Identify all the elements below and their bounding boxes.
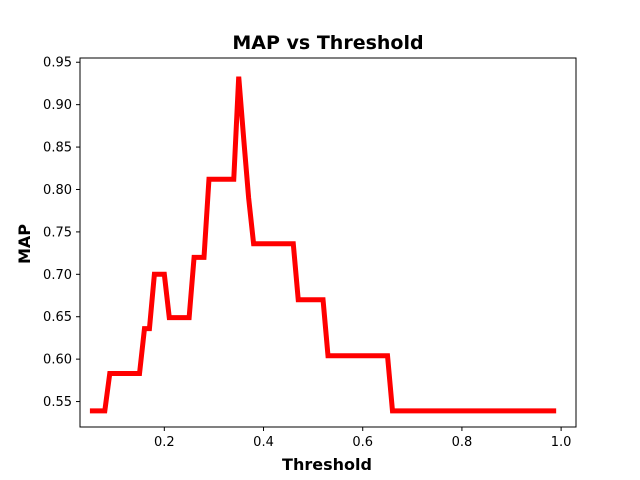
y-tick-label: 0.80 <box>43 183 72 198</box>
y-tick-label: 0.90 <box>43 98 72 113</box>
plot-layer: 0.2 0.4 0.6 0.8 1.0 0.55 0.60 0.65 0.70 0.75 0.80 0… <box>43 56 577 450</box>
y-tick-label: 0.75 <box>43 225 72 240</box>
x-tick-label: 0.4 <box>253 435 274 450</box>
x-tick-label: 0.8 <box>452 435 473 450</box>
y-tick-label: 0.65 <box>43 310 72 325</box>
x-tick-label: 0.2 <box>154 435 175 450</box>
y-axis-label: MAP <box>15 224 34 264</box>
plot-frame <box>79 57 577 428</box>
y-tick-label: 0.70 <box>43 268 72 283</box>
series-line-0 <box>89 76 557 414</box>
x-tick-label: 1.0 <box>551 435 572 450</box>
y-tick-label: 0.55 <box>43 395 72 410</box>
y-tick-label: 0.85 <box>43 141 72 156</box>
y-tick-label: 0.95 <box>43 56 72 71</box>
y-tick-label: 0.60 <box>43 353 72 368</box>
x-tick-label: 0.6 <box>352 435 373 450</box>
x-axis-label: Threshold <box>282 455 372 474</box>
chart-title: MAP vs Threshold <box>232 32 423 54</box>
